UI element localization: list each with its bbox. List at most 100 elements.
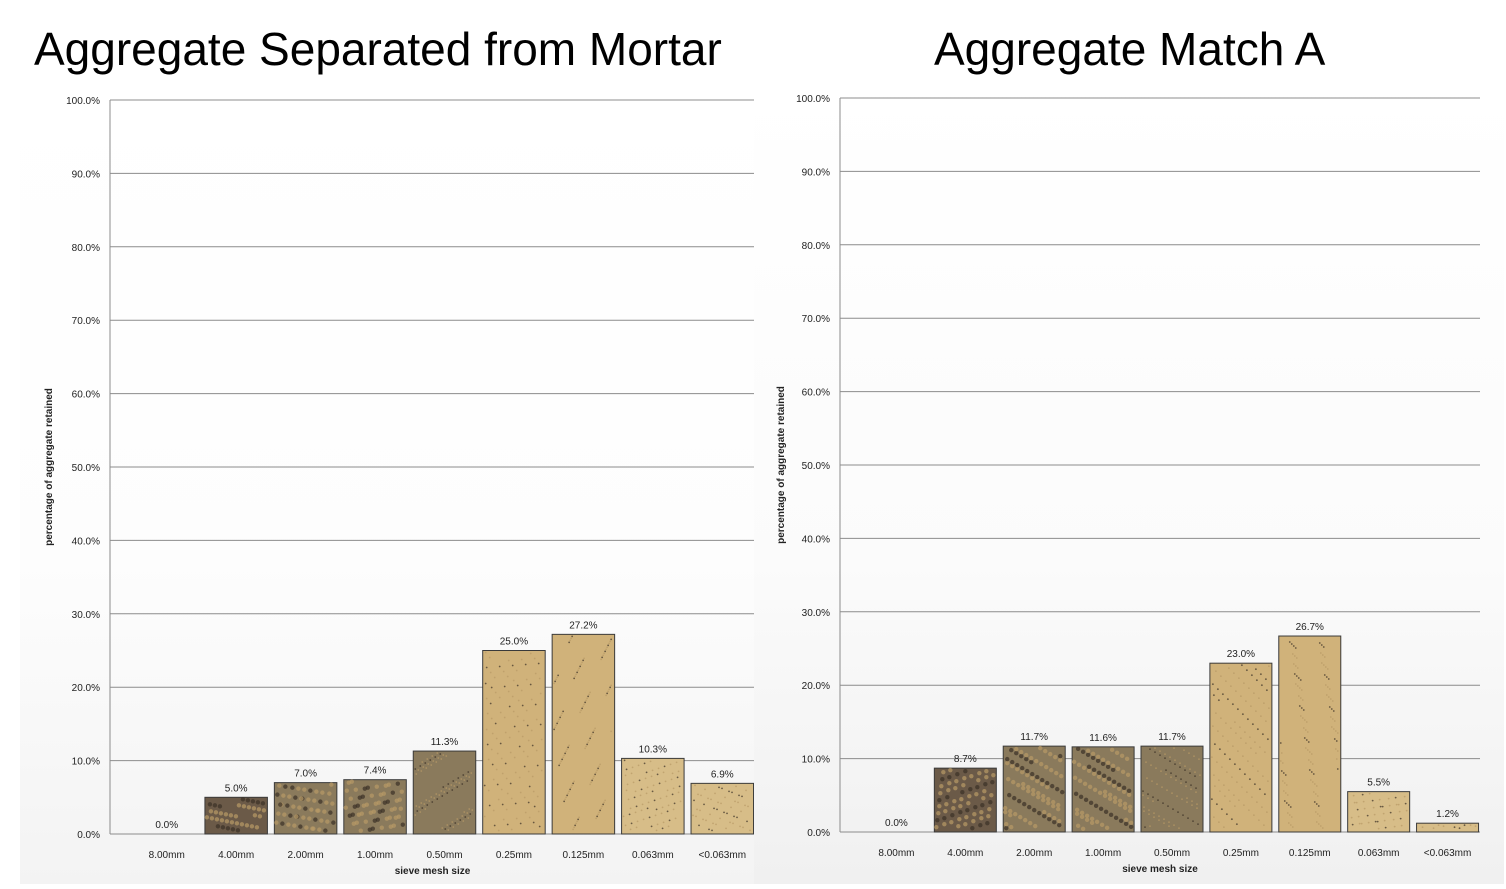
bar-texture-dot [1123, 821, 1129, 827]
bar-texture-dot [610, 730, 613, 733]
bar-texture-dot [527, 739, 530, 742]
bar-texture-dot [540, 769, 543, 772]
bar-texture-dot [447, 829, 450, 831]
bar-texture-dot [640, 809, 643, 812]
bar-texture-dot [568, 641, 571, 644]
sieve-chart-left: 0.0% 10.0% 20.0% 30.0% 40.0% 50.0% 60.0% 70.0% 8… [44, 96, 755, 877]
bar-texture-dot [987, 806, 992, 812]
bar-texture-dot [1164, 757, 1166, 760]
y-tick-label: 100.0% [66, 96, 100, 107]
bar-texture-dot [1312, 791, 1315, 793]
bar-texture-dot [1019, 749, 1024, 755]
bar-texture-dot [1363, 807, 1366, 810]
bar-texture-dot [602, 803, 605, 806]
bar-texture-dot [217, 804, 223, 809]
bar-texture-dot [1006, 776, 1011, 782]
bar-texture-dot [1196, 807, 1198, 810]
bar-texture-dot [1102, 789, 1108, 795]
bar-texture-dot [713, 807, 715, 810]
bar-texture-dot [948, 767, 953, 773]
bar-texture-dot [558, 718, 561, 721]
bar-texture-dot [649, 760, 652, 763]
bar-texture-dot [1261, 775, 1264, 778]
bar-texture-dot [584, 701, 587, 704]
bar-texture-dot [952, 798, 957, 804]
bar-texture-dot [365, 785, 371, 790]
bar-texture-dot [468, 808, 471, 810]
bar-texture-dot [1017, 798, 1022, 804]
bar-texture-dot [1317, 805, 1320, 807]
bar-texture-dot [1106, 776, 1112, 782]
bar-texture-dot [1015, 766, 1020, 772]
bar-texture-dot [456, 818, 459, 820]
bar-texture-dot [1240, 664, 1243, 667]
bar-texture-dot [1280, 752, 1283, 754]
bar-texture-dot [1221, 693, 1224, 696]
bar-texture-dot [534, 703, 537, 706]
bar-texture-dot [1304, 747, 1307, 749]
bar-texture-dot [415, 805, 418, 807]
bar-texture-dot [1044, 764, 1049, 770]
bar-texture-dot [525, 678, 528, 681]
bar-texture-dot [974, 791, 979, 797]
bar-texture-dot [707, 797, 709, 800]
bar-texture-dot [1072, 775, 1078, 781]
bar-texture-dot [975, 784, 980, 790]
bar-texture-dot [562, 756, 565, 759]
bar-texture-dot [1080, 749, 1086, 755]
bar-texture-dot [1127, 808, 1133, 814]
bar-texture-dot [648, 816, 651, 819]
bar-texture-dot [281, 793, 286, 798]
bar-texture-dot [415, 773, 418, 775]
bar-texture-dot [653, 799, 656, 802]
bar-texture-dot [371, 809, 377, 814]
bar-texture-dot [1178, 827, 1180, 830]
bar-0-25mm [1209, 662, 1273, 833]
bar-texture-dot [1051, 803, 1056, 809]
bar-texture-dot [1255, 679, 1258, 682]
bar-texture-dot [414, 768, 417, 770]
bar-texture-dot [294, 814, 299, 819]
bar-texture-dot [946, 787, 951, 793]
bar-texture-dot [565, 796, 568, 799]
bar-texture-dot [1010, 759, 1015, 765]
bar-texture-dot [1294, 683, 1297, 685]
chart-panel-left: 0.0% 10.0% 20.0% 30.0% 40.0% 50.0% 60.0% 70.0% 8… [20, 84, 770, 884]
bar-texture-dot [1247, 687, 1250, 690]
bar-texture-dot [954, 778, 959, 784]
bar-texture-dot [1306, 731, 1309, 733]
bar-texture-dot [276, 811, 281, 816]
bar-texture-dot [488, 656, 491, 659]
bar-texture-dot [1159, 754, 1161, 757]
bar-texture-dot [1014, 746, 1019, 752]
bar-texture-dot [740, 810, 742, 813]
bar-texture-dot [1257, 697, 1260, 700]
bar-texture-dot [1146, 777, 1148, 780]
bar-texture-dot [1195, 787, 1197, 790]
bar-texture-dot [1012, 795, 1017, 801]
bar-texture-dot [1032, 807, 1037, 813]
bar-texture-dot [399, 789, 405, 794]
bar-texture-dot [1313, 801, 1316, 803]
bar-texture-dot [1293, 655, 1296, 657]
bar-texture-dot [523, 765, 526, 768]
bar-texture-dot [1235, 823, 1238, 826]
bar-texture-dot [645, 792, 648, 795]
bar-texture-dot [732, 822, 734, 825]
bar-texture-dot [1153, 816, 1155, 819]
bar-texture-dot [496, 752, 499, 755]
bar-texture-dot [430, 796, 433, 798]
bar-texture-dot [629, 807, 632, 810]
bar-texture-dot [622, 815, 625, 818]
bar-texture-dot [733, 815, 735, 818]
bar-texture-dot [1029, 755, 1034, 761]
bar-texture-dot [313, 817, 318, 822]
bar-texture-dot [275, 792, 280, 797]
bar-texture-dot [940, 776, 945, 782]
bar-texture-dot [515, 669, 518, 672]
bar-texture-dot [1118, 818, 1124, 824]
bar-texture-dot [536, 764, 539, 767]
bar-texture-dot [1090, 755, 1096, 761]
bar-texture-dot [461, 815, 464, 817]
bar-texture-dot [1377, 827, 1380, 830]
